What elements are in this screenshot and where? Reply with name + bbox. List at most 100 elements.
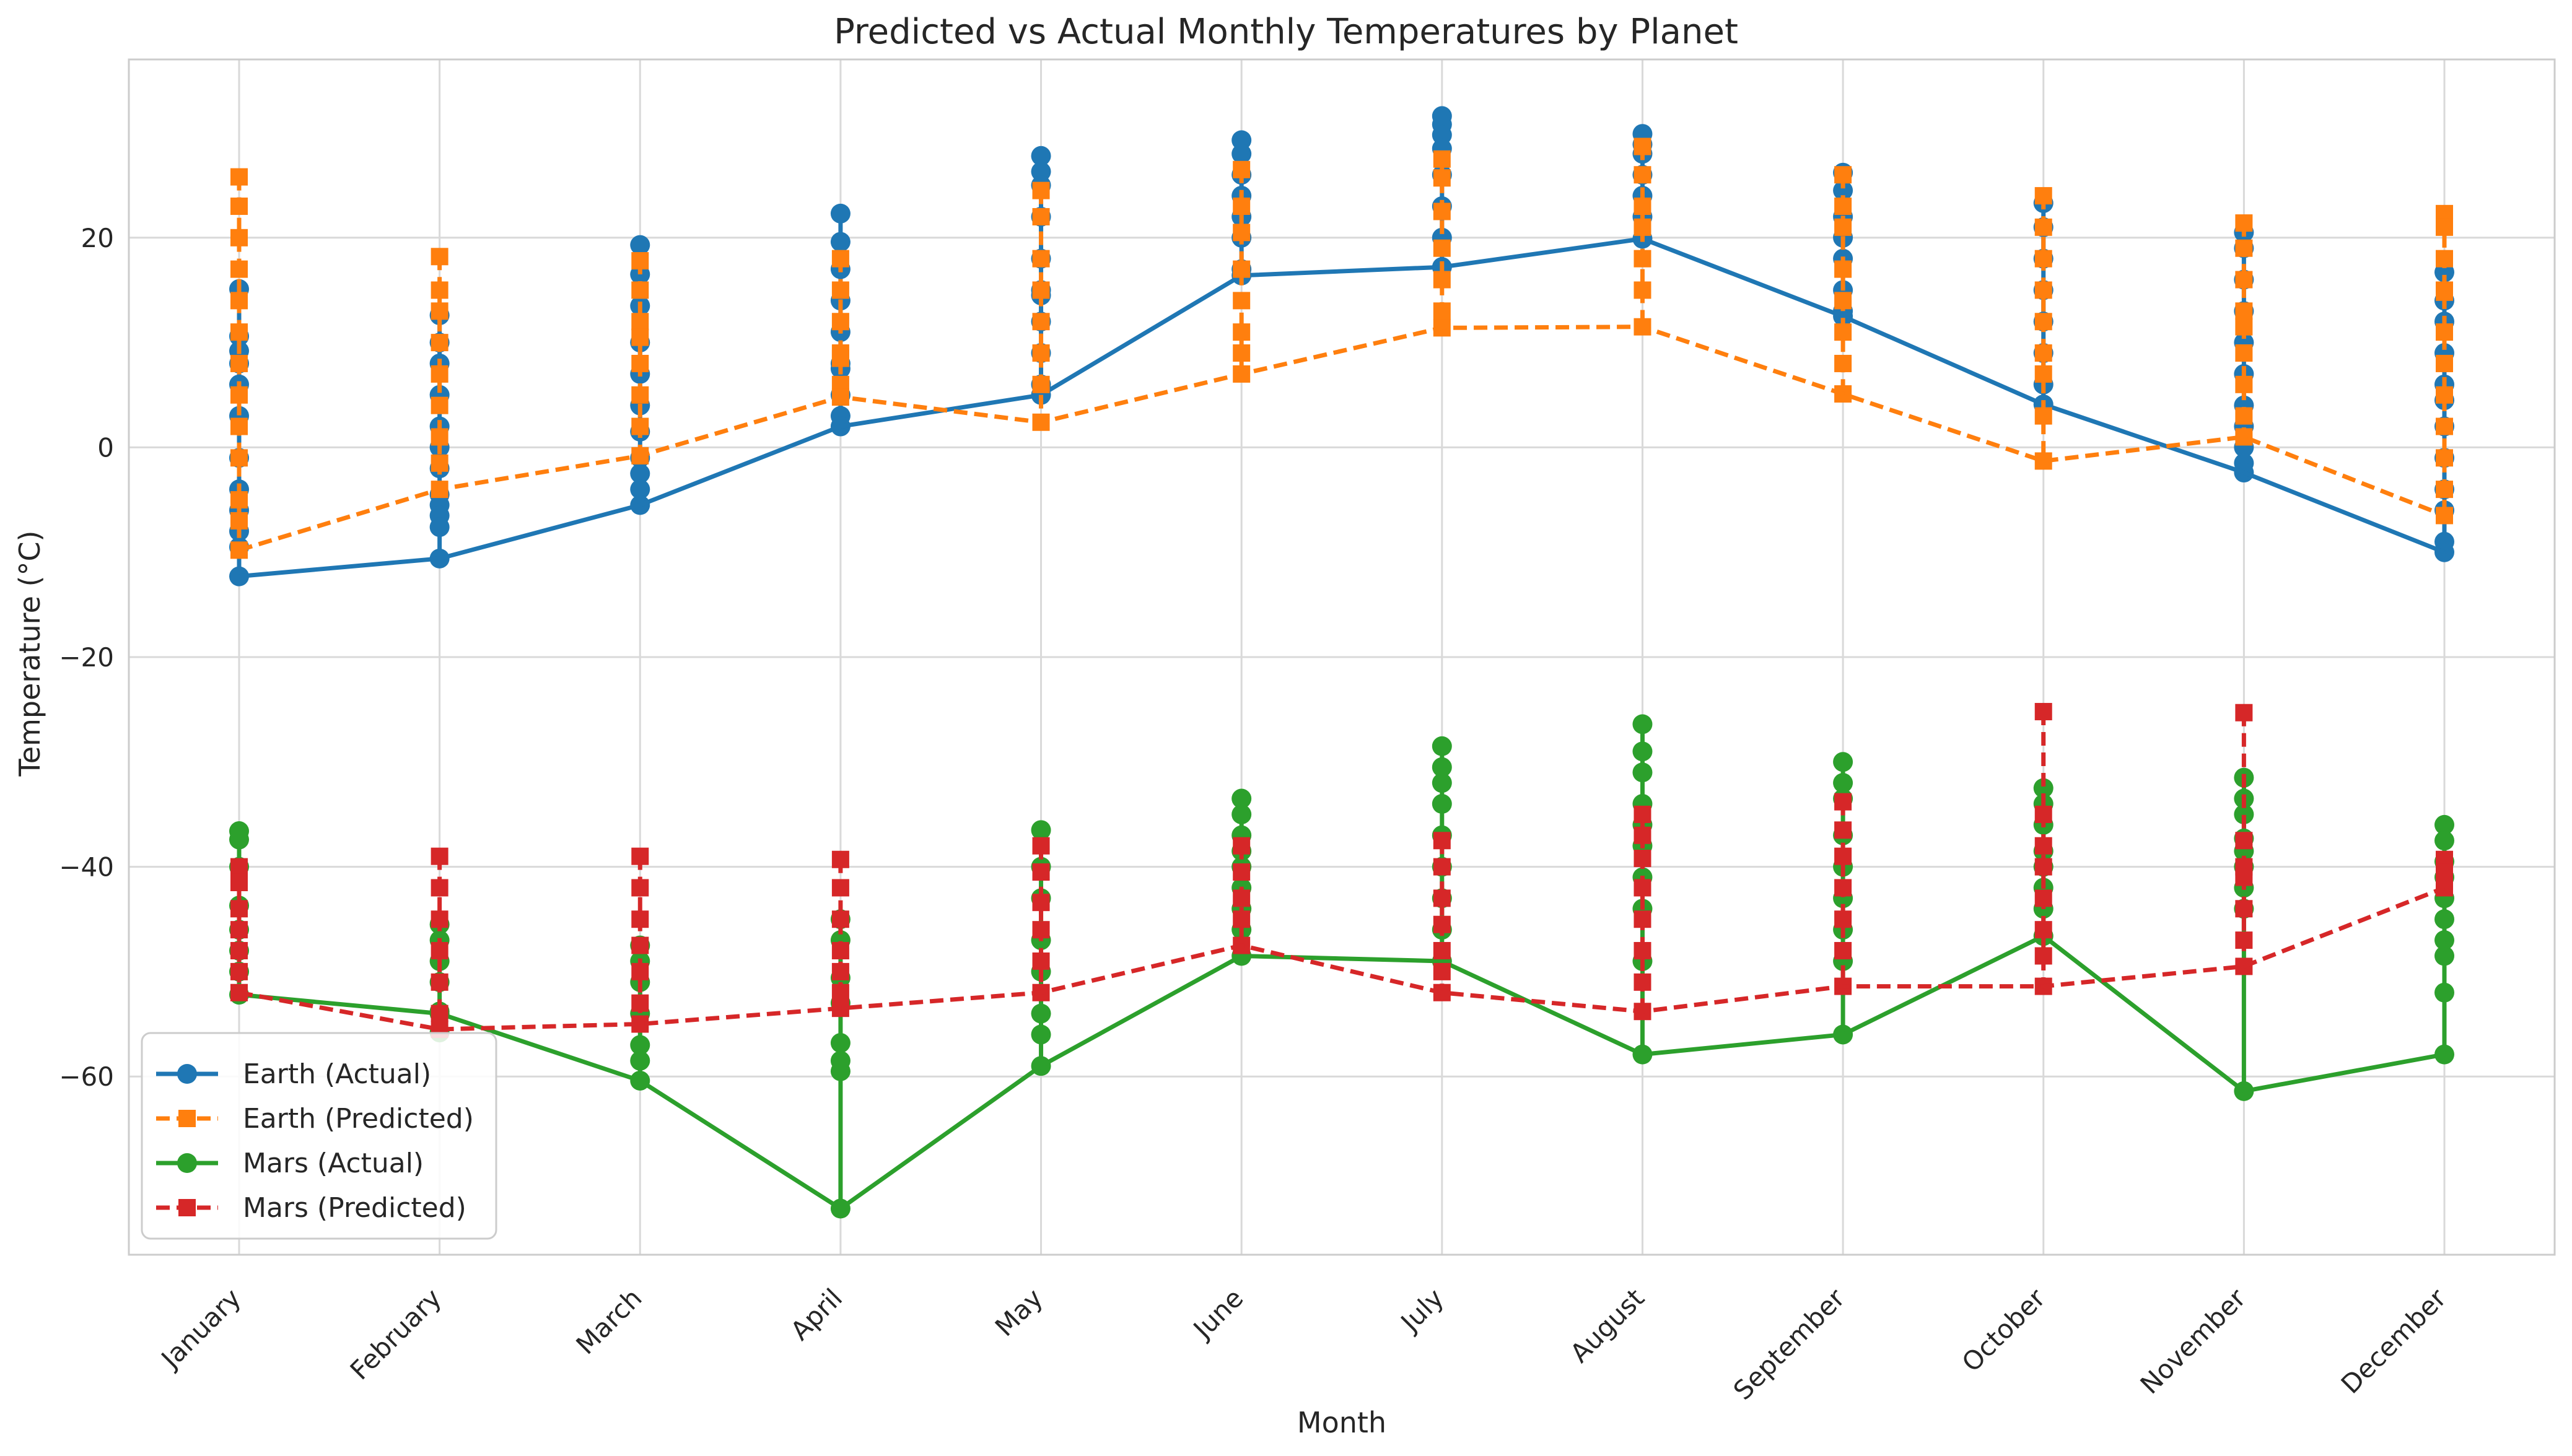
data-point xyxy=(2436,507,2453,525)
data-point xyxy=(1634,250,1651,268)
y-tick-label: −20 xyxy=(59,642,114,673)
data-point xyxy=(1032,181,1050,199)
legend-marker xyxy=(178,1199,196,1216)
data-point xyxy=(2034,313,2052,331)
data-point xyxy=(2434,262,2454,282)
data-point xyxy=(1634,910,1651,928)
data-point xyxy=(1032,837,1050,855)
data-point xyxy=(2235,344,2253,362)
plot-area-frame xyxy=(128,58,2556,1256)
data-point xyxy=(1032,894,1050,912)
data-point xyxy=(631,936,649,954)
data-point xyxy=(1233,160,1251,178)
data-point xyxy=(230,900,248,918)
legend-entry: Earth (Predicted) xyxy=(156,1103,474,1135)
data-point xyxy=(230,942,248,960)
data-point xyxy=(631,354,649,372)
data-point xyxy=(230,229,248,246)
data-point xyxy=(2235,832,2253,850)
data-point xyxy=(2033,778,2054,798)
legend-label: Mars (Predicted) xyxy=(243,1192,466,1224)
data-point xyxy=(1032,281,1050,299)
data-point xyxy=(631,962,649,980)
data-point xyxy=(2235,375,2253,393)
data-point xyxy=(2436,417,2453,435)
data-point xyxy=(630,479,650,500)
data-point xyxy=(230,921,248,939)
data-point xyxy=(2034,947,2052,965)
data-point xyxy=(831,910,849,928)
data-point xyxy=(2436,250,2453,268)
chart-title: Predicted vs Actual Monthly Temperatures… xyxy=(834,12,1738,52)
data-point xyxy=(2434,830,2454,851)
data-point xyxy=(2436,283,2453,301)
data-point xyxy=(2434,909,2454,930)
data-point xyxy=(2436,863,2453,881)
data-point xyxy=(1432,794,1452,814)
data-point xyxy=(830,1061,851,1081)
data-point xyxy=(831,349,849,367)
series-line xyxy=(238,886,2446,1032)
data-point xyxy=(1834,793,1852,811)
data-point xyxy=(831,879,849,897)
data-point xyxy=(2436,879,2453,897)
data-point xyxy=(1634,198,1651,216)
data-point xyxy=(229,829,249,850)
legend-entry: Mars (Actual) xyxy=(156,1148,424,1179)
legend-label: Mars (Actual) xyxy=(243,1148,424,1179)
data-point xyxy=(1433,962,1451,980)
data-point xyxy=(2235,704,2253,721)
data-point xyxy=(2436,354,2453,372)
data-point xyxy=(831,250,849,268)
data-point xyxy=(230,260,248,278)
data-point xyxy=(2034,837,2052,855)
series-line xyxy=(238,237,2446,579)
data-point xyxy=(2436,323,2453,341)
data-point xyxy=(1834,879,1852,897)
data-point xyxy=(830,232,851,252)
data-point xyxy=(1233,260,1251,278)
data-point xyxy=(1433,203,1451,220)
data-point xyxy=(631,847,649,865)
data-point xyxy=(1231,144,1252,164)
data-point xyxy=(831,983,849,1001)
data-point xyxy=(631,328,649,346)
data-point xyxy=(1634,973,1651,991)
data-point xyxy=(1031,1003,1051,1024)
data-point xyxy=(1031,162,1051,182)
data-point xyxy=(630,235,650,255)
data-point xyxy=(1833,180,1853,201)
data-point xyxy=(2434,982,2454,1003)
data-point xyxy=(431,910,448,928)
data-point xyxy=(230,354,248,372)
series-1 xyxy=(230,137,2453,559)
data-point xyxy=(2235,302,2253,320)
data-point xyxy=(631,252,649,270)
data-point xyxy=(2235,214,2253,232)
data-point xyxy=(831,313,849,331)
data-point xyxy=(2235,239,2253,257)
legend-entries: Earth (Actual) Earth (Predicted) Mars (Act… xyxy=(156,1058,474,1224)
data-point xyxy=(429,517,450,538)
data-point xyxy=(1834,847,1852,865)
data-point xyxy=(1032,863,1050,881)
data-point xyxy=(1433,150,1451,168)
data-point xyxy=(1834,323,1852,341)
y-tick-label: −60 xyxy=(59,1061,114,1092)
data-point xyxy=(431,847,448,865)
data-point xyxy=(1032,375,1050,393)
data-point xyxy=(831,850,849,868)
data-point xyxy=(1634,166,1651,184)
data-point xyxy=(230,386,248,404)
data-point xyxy=(630,1050,650,1071)
legend-marker xyxy=(177,1064,197,1084)
data-point xyxy=(1233,837,1251,855)
data-point xyxy=(1032,344,1050,362)
data-point xyxy=(431,334,448,352)
legend-label: Earth (Predicted) xyxy=(243,1103,474,1135)
data-point xyxy=(431,281,448,299)
data-point xyxy=(2235,318,2253,336)
data-point xyxy=(2034,921,2052,939)
data-point xyxy=(1634,137,1651,155)
